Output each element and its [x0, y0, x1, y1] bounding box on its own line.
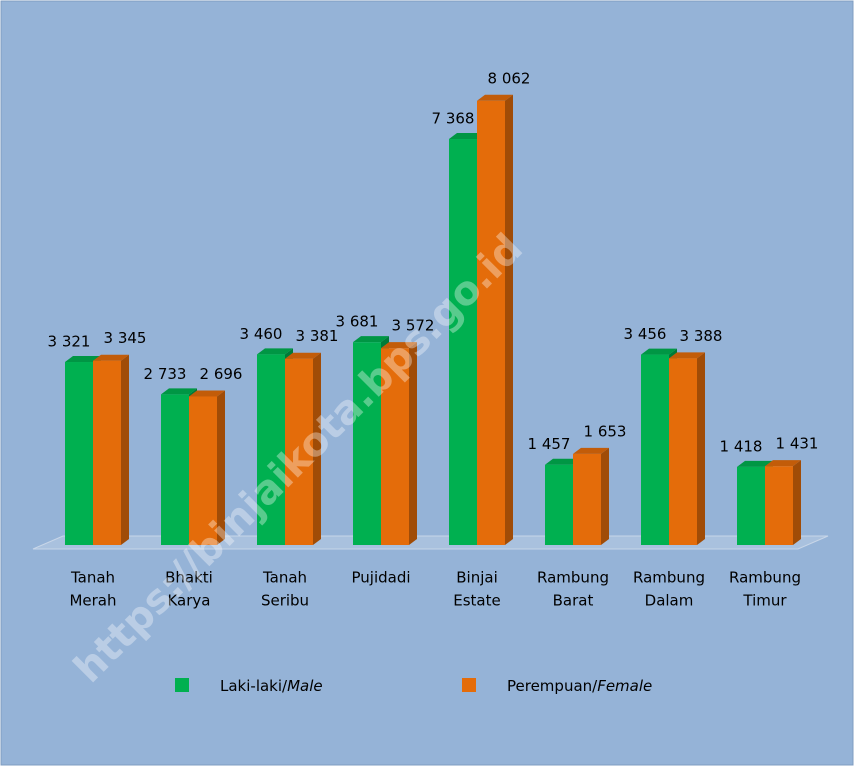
bar-top — [737, 460, 773, 467]
bar-side — [217, 390, 225, 545]
bar-front — [573, 453, 601, 545]
bar-top — [381, 342, 417, 349]
bar-side — [601, 447, 609, 545]
data-label: 3 381 — [296, 327, 339, 345]
data-label: 7 368 — [432, 110, 475, 128]
bar — [669, 352, 705, 545]
x-tick-label: Karya — [167, 592, 210, 610]
x-tick-label: Tanah — [70, 569, 115, 587]
bar-front — [353, 342, 381, 545]
legend-text: Male — [287, 677, 323, 695]
data-label: 3 681 — [336, 313, 379, 331]
bar-front — [93, 360, 121, 545]
bar-top — [477, 94, 513, 101]
bar-front — [641, 354, 669, 545]
x-tick-label: Rambung — [537, 569, 609, 587]
bar-side — [121, 354, 129, 545]
bar-top — [353, 336, 389, 343]
data-label: 3 388 — [680, 327, 723, 345]
bar-top — [765, 460, 801, 467]
bar — [381, 342, 417, 545]
bar-front — [669, 358, 697, 545]
x-tick-label: Bhakti — [165, 569, 213, 587]
x-tick-label: Timur — [742, 592, 787, 610]
x-tick-label: Binjai — [456, 569, 498, 587]
bar-top — [545, 458, 581, 465]
bar — [93, 354, 129, 545]
bar-top — [641, 348, 677, 355]
bar-front — [285, 358, 313, 545]
floor — [32, 535, 829, 550]
data-label: 3 456 — [624, 325, 667, 343]
x-tick-label: Dalam — [645, 592, 694, 610]
legend-label: Laki-laki/Male — [220, 677, 323, 695]
bar-top — [669, 352, 705, 359]
data-label: 2 733 — [144, 365, 187, 383]
bar-top — [161, 388, 197, 395]
bar — [765, 460, 801, 545]
bar-front — [737, 466, 765, 545]
data-label: 3 460 — [240, 325, 283, 343]
x-tick-label: Rambung — [633, 569, 705, 587]
bar-side — [409, 342, 417, 545]
bar — [189, 390, 225, 545]
bar-front — [189, 396, 217, 545]
bar-side — [793, 460, 801, 545]
bar-side — [505, 94, 513, 545]
bar — [573, 447, 609, 545]
bar-front — [65, 362, 93, 545]
legend-text: Perempuan/ — [507, 677, 598, 695]
legend-text: Laki-laki/ — [220, 677, 288, 695]
x-tick-label: Pujidadi — [351, 569, 410, 587]
bar-top — [93, 354, 129, 361]
legend-text: Female — [597, 677, 652, 695]
x-tick-label: Estate — [453, 592, 500, 610]
data-label: 1 653 — [584, 422, 627, 440]
bar-top — [65, 356, 101, 363]
bar-top — [573, 447, 609, 454]
data-label: 8 062 — [488, 69, 531, 87]
x-tick-label: Barat — [553, 592, 594, 610]
x-tick-label: Tanah — [262, 569, 307, 587]
data-label: 2 696 — [200, 365, 243, 383]
bar-front — [477, 100, 505, 545]
data-label: 3 321 — [48, 333, 91, 351]
bar-top — [285, 352, 321, 359]
bar-front — [545, 464, 573, 545]
legend-swatch — [462, 678, 476, 692]
x-tick-label: Merah — [69, 592, 116, 610]
legend-swatch — [175, 678, 189, 692]
bar — [477, 94, 513, 545]
legend-label: Perempuan/Female — [507, 677, 652, 695]
bar — [285, 352, 321, 545]
bar-front — [257, 354, 285, 545]
data-label: 1 431 — [776, 435, 819, 453]
bar-front — [381, 348, 409, 545]
bar-side — [313, 352, 321, 545]
data-label: 1 418 — [720, 437, 763, 455]
bar-front — [161, 394, 189, 545]
bar-front — [765, 466, 793, 545]
data-label: 3 345 — [104, 329, 147, 347]
bar-side — [697, 352, 705, 545]
data-label: 3 572 — [392, 317, 435, 335]
bar-top — [257, 348, 293, 355]
bar-top — [189, 390, 225, 397]
bar-front — [449, 139, 477, 545]
data-label: 1 457 — [528, 435, 571, 453]
x-tick-label: Rambung — [729, 569, 801, 587]
bar-top — [449, 133, 485, 140]
x-tick-label: Seribu — [261, 592, 309, 610]
